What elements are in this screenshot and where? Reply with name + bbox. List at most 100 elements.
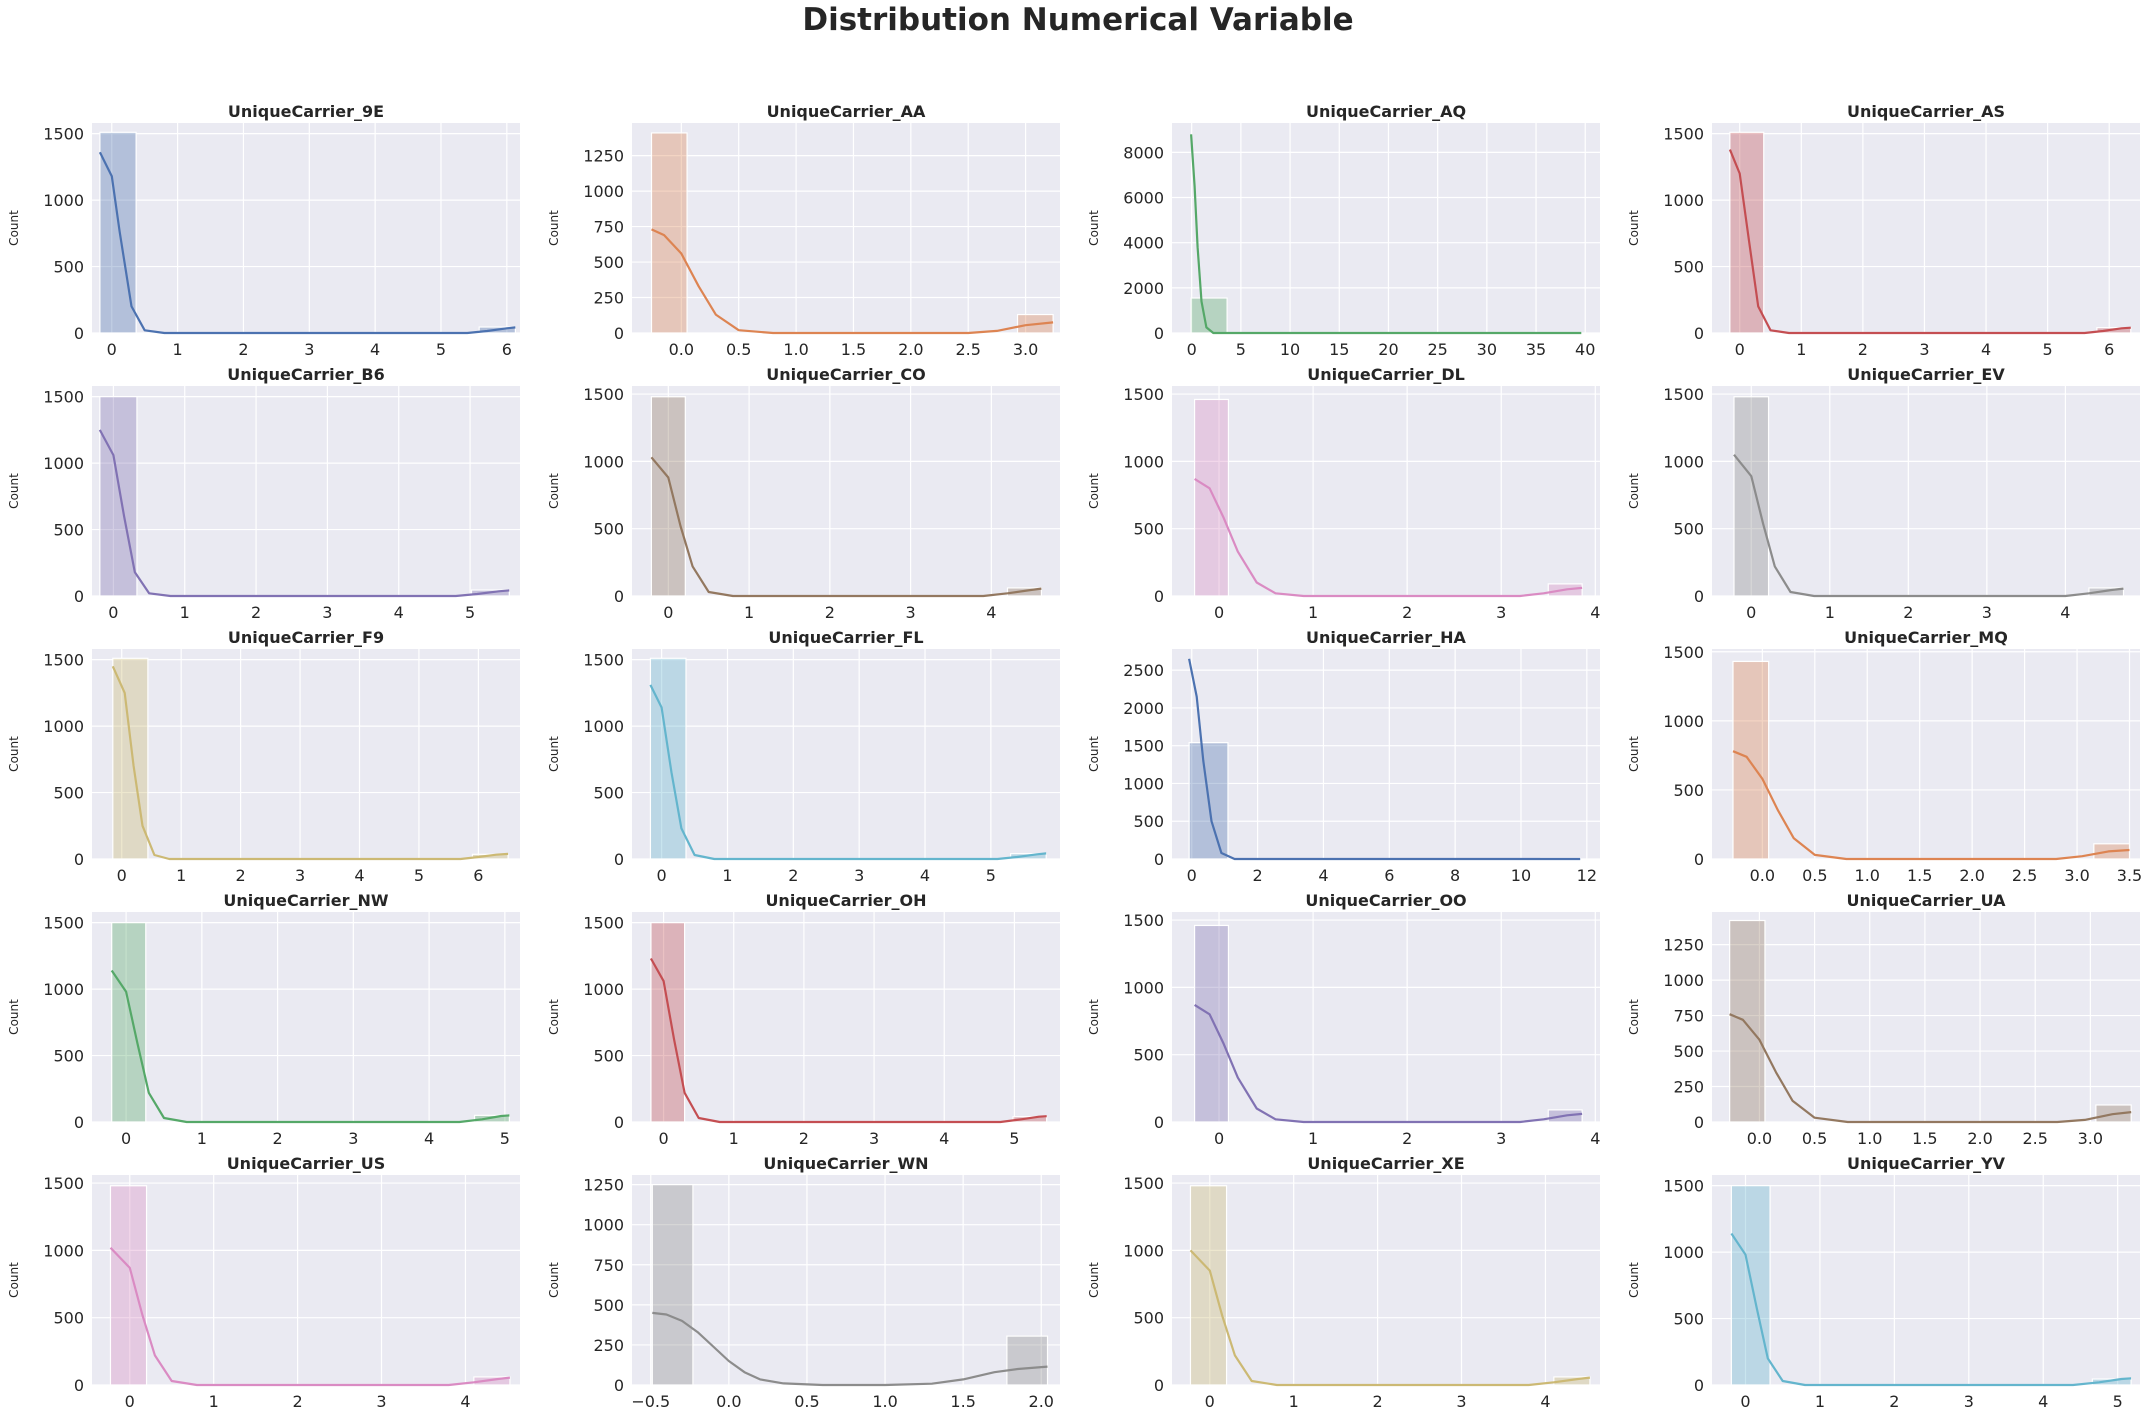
y-tick-label: 500: [53, 784, 84, 803]
histogram-bar: [2088, 587, 2125, 597]
y-tick-label: 1500: [1663, 1177, 1704, 1196]
x-tick-label: 5: [1009, 1129, 1019, 1148]
x-tick-label: 35: [1526, 340, 1546, 359]
y-tick-label: 1000: [43, 191, 84, 210]
x-tick-label: 3: [322, 603, 332, 622]
x-tick-label: 1.0: [1857, 1129, 1882, 1148]
y-tick-label: 500: [1673, 781, 1704, 800]
plot-area: [1172, 123, 1600, 333]
subplot-UniqueCarrier_AA: 0.0 0.5 1.0 1.5 2.0 2.5 3.0 0 250 500 750 1000 1250 U…: [547, 102, 1060, 359]
y-tick-label: 0: [1154, 324, 1164, 343]
x-tick-label: 1: [729, 1129, 739, 1148]
y-axis-label: Count: [1627, 1262, 1641, 1298]
plot-area: [632, 386, 1060, 596]
x-tick-label: 5: [436, 340, 446, 359]
y-tick-label: 500: [1133, 812, 1164, 831]
y-tick-label: 500: [593, 253, 624, 272]
histogram-bar: [111, 922, 147, 1123]
y-tick-label: 1500: [1123, 385, 1164, 404]
y-tick-label: 0: [74, 1113, 84, 1132]
x-tick-label: 4: [424, 1129, 434, 1148]
x-tick-label: 2: [799, 1129, 809, 1148]
y-axis-label: Count: [7, 473, 21, 509]
subplot-title: UniqueCarrier_OO: [1305, 891, 1466, 910]
y-tick-label: 0: [1154, 1376, 1164, 1395]
y-tick-label: 500: [593, 784, 624, 803]
x-tick-label: 3: [304, 340, 314, 359]
histogram-bar: [112, 657, 149, 860]
x-tick-label: 4: [370, 340, 380, 359]
subplot-UniqueCarrier_YV: 0 1 2 3 4 5 0 500 1000 1500 UniqueCarrier_YV Count: [1627, 1154, 2140, 1411]
y-tick-label: 1250: [583, 147, 624, 166]
x-tick-label: 4: [2038, 1392, 2048, 1411]
y-tick-label: 750: [593, 218, 624, 237]
y-tick-label: 750: [593, 1256, 624, 1275]
plot-area: [92, 386, 520, 596]
histogram-bar: [650, 396, 686, 597]
x-tick-label: 4: [986, 603, 996, 622]
x-tick-label: 3: [295, 866, 305, 885]
x-tick-label: 2.0: [1959, 866, 1984, 885]
y-axis-label: Count: [547, 736, 561, 772]
x-tick-label: 1: [1308, 603, 1318, 622]
x-tick-label: 5: [465, 603, 475, 622]
y-axis-label: Count: [1087, 1262, 1101, 1298]
subplot-title: UniqueCarrier_AQ: [1306, 102, 1466, 121]
subplot-title: UniqueCarrier_AA: [767, 102, 926, 121]
x-tick-label: 0.5: [1802, 1129, 1827, 1148]
x-tick-label: 0: [1735, 340, 1745, 359]
x-tick-label: 0: [1214, 603, 1224, 622]
x-tick-label: 0: [658, 1129, 668, 1148]
subplot-title: UniqueCarrier_9E: [228, 102, 384, 121]
kde-line: [1189, 1249, 1591, 1387]
y-tick-label: 500: [1673, 258, 1704, 277]
histogram-bar: [1193, 398, 1230, 597]
y-tick-label: 500: [593, 520, 624, 539]
subplot-title: UniqueCarrier_US: [227, 1154, 386, 1173]
y-tick-label: 8000: [1123, 143, 1164, 162]
x-tick-label: 2: [236, 866, 246, 885]
y-axis-label: Count: [1627, 999, 1641, 1035]
y-axis-label: Count: [547, 999, 561, 1035]
x-tick-label: 5: [1236, 340, 1246, 359]
x-tick-label: 1: [1308, 1129, 1318, 1148]
x-tick-label: 0.0: [1747, 1129, 1772, 1148]
y-tick-label: 1500: [1123, 911, 1164, 930]
x-tick-label: 0: [1214, 1129, 1224, 1148]
plot-area: [92, 1175, 520, 1385]
y-tick-label: 0: [1154, 587, 1164, 606]
y-tick-label: 0: [1154, 850, 1164, 869]
histogram-bar: [99, 396, 138, 597]
y-axis-label: Count: [1627, 210, 1641, 246]
y-tick-label: 1000: [583, 182, 624, 201]
y-tick-label: 500: [53, 258, 84, 277]
y-tick-label: 500: [1673, 520, 1704, 539]
x-tick-label: 4: [354, 866, 364, 885]
x-tick-label: 2: [1903, 603, 1913, 622]
x-tick-label: 1: [180, 603, 190, 622]
x-tick-label: 0: [1187, 866, 1197, 885]
x-tick-label: 6: [1384, 866, 1394, 885]
y-tick-label: 1500: [1123, 737, 1164, 756]
x-tick-label: 4: [1540, 1392, 1550, 1411]
x-tick-label: 1.0: [1855, 866, 1880, 885]
subplot-UniqueCarrier_B6: 0 1 2 3 4 5 0 500 1000 1500 UniqueCarrier_B6 Count: [7, 365, 520, 622]
y-tick-label: 500: [53, 1309, 84, 1328]
subplot-title: UniqueCarrier_CO: [766, 365, 925, 384]
histogram-bar: [1732, 660, 1770, 860]
x-tick-label: 4: [1590, 603, 1600, 622]
plot-area: [1712, 123, 2140, 333]
y-tick-label: 0: [74, 587, 84, 606]
subplot-UniqueCarrier_EV: 0 1 2 3 4 0 500 1000 1500 UniqueCarrier_EV Count: [1627, 365, 2140, 622]
subplot-UniqueCarrier_OO: 0 1 2 3 4 0 500 1000 1500 UniqueCarrier_OO Count: [1087, 891, 1600, 1148]
y-tick-label: 1000: [1123, 978, 1164, 997]
subplot-title: UniqueCarrier_FL: [768, 628, 923, 647]
y-axis-label: Count: [547, 473, 561, 509]
x-tick-label: 1.5: [950, 1392, 975, 1411]
subplot-UniqueCarrier_NW: 0 1 2 3 4 5 0 500 1000 1500 UniqueCarrier_NW Count: [7, 891, 520, 1148]
x-tick-label: 0.0: [716, 1392, 741, 1411]
x-tick-label: 0.0: [669, 340, 694, 359]
x-tick-label: 1: [176, 866, 186, 885]
y-tick-label: 1500: [1663, 643, 1704, 662]
subplot-title: UniqueCarrier_HA: [1306, 628, 1467, 647]
